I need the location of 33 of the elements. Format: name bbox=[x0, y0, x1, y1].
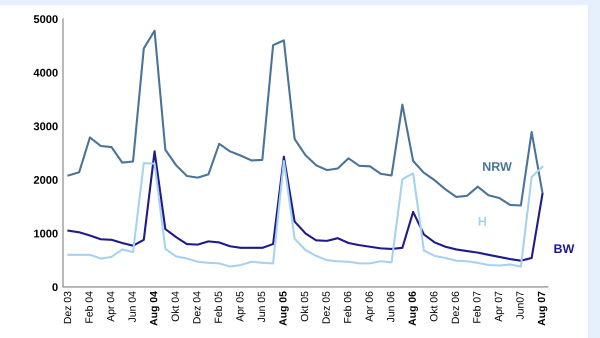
x-tick-label: Feb 05 bbox=[214, 292, 222, 323]
x-tick-label: Jun 04 bbox=[128, 291, 136, 322]
x-tick-label: Apr 06 bbox=[365, 292, 375, 322]
x-tick-label: Okt 04 bbox=[171, 291, 179, 322]
series-label: BW bbox=[554, 244, 574, 254]
x-tick-label: Dez 06 bbox=[452, 292, 460, 324]
line-series bbox=[67, 30, 544, 207]
y-tick-label: 0 bbox=[52, 283, 58, 292]
x-tick-label: Jun 06 bbox=[387, 292, 394, 322]
x-tick-label: Apr 05 bbox=[236, 292, 246, 322]
x-tick-label: Okt 06 bbox=[430, 292, 438, 322]
y-tick-label: 5000 bbox=[34, 15, 58, 24]
x-tick-label: Aug 05 bbox=[279, 291, 289, 326]
x-tick-label: Dez 05 bbox=[322, 292, 330, 324]
x-tick-label: Jun 05 bbox=[258, 292, 266, 322]
x-tick-label: Aug 04 bbox=[150, 291, 160, 326]
x-tick-label: Dez 03 bbox=[64, 292, 72, 324]
y-tick-label: 4000 bbox=[34, 68, 58, 77]
x-tick-label: Jun07 bbox=[516, 292, 524, 320]
text: H bbox=[478, 217, 486, 226]
x-tick-label: Feb 07 bbox=[472, 292, 481, 323]
y-tick-label: 1000 bbox=[34, 230, 58, 238]
x-tick-label: Apr 07 bbox=[494, 292, 504, 322]
x-tick-label: Dez 04 bbox=[193, 291, 200, 324]
x-tick-label: Okt 05 bbox=[300, 292, 308, 322]
x-tick-label: Aug 06 bbox=[408, 292, 418, 326]
x-tick-label: Feb 06 bbox=[344, 292, 352, 323]
y-tick-label: 3000 bbox=[34, 122, 58, 130]
y-tick-label: 2000 bbox=[34, 176, 58, 184]
x-tick-label: Feb 04 bbox=[85, 291, 93, 323]
series-label: NRW bbox=[483, 162, 512, 171]
x-tick-label: Apr 04 bbox=[106, 291, 116, 322]
x-tick-label: Aug 07 bbox=[538, 292, 548, 326]
